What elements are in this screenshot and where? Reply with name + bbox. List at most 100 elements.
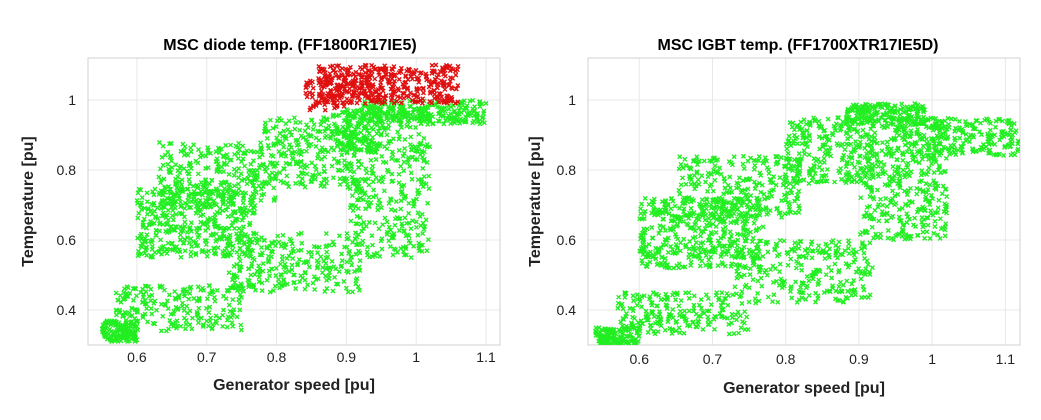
- data-point: [845, 142, 851, 148]
- data-point: [866, 136, 872, 142]
- data-point: [654, 262, 660, 268]
- data-point: [802, 151, 808, 157]
- data-point: [400, 81, 406, 87]
- data-point: [680, 175, 686, 181]
- data-point: [756, 154, 762, 159]
- data-point: [386, 107, 392, 113]
- data-point: [735, 250, 741, 256]
- data-point: [325, 90, 331, 96]
- data-point: [674, 223, 680, 229]
- data-point: [448, 111, 454, 117]
- data-point: [742, 309, 748, 315]
- data-point: [662, 255, 668, 261]
- data-point: [416, 105, 422, 111]
- data-point: [683, 181, 689, 187]
- data-point: [276, 276, 282, 282]
- data-point: [869, 189, 875, 195]
- data-point: [425, 112, 431, 118]
- data-point: [215, 245, 221, 251]
- data-point: [427, 116, 433, 122]
- data-point: [928, 208, 934, 214]
- data-point: [406, 238, 412, 244]
- data-point: [142, 250, 148, 256]
- data-point: [241, 176, 247, 182]
- data-point: [718, 302, 724, 308]
- data-point: [712, 177, 718, 183]
- data-point: [318, 254, 324, 260]
- data-point: [158, 237, 164, 243]
- data-point: [270, 125, 276, 131]
- data-point: [207, 196, 213, 202]
- data-point: [408, 134, 414, 140]
- data-point: [396, 111, 402, 117]
- data-point: [426, 186, 432, 192]
- data-point: [372, 66, 378, 72]
- data-point: [923, 181, 929, 187]
- data-point: [330, 94, 336, 100]
- data-point: [258, 245, 264, 251]
- data-point: [897, 218, 903, 224]
- data-point: [158, 247, 164, 253]
- data-point: [350, 289, 356, 295]
- data-point: [404, 86, 410, 92]
- data-point: [867, 163, 873, 169]
- data-point: [382, 74, 388, 80]
- data-point: [182, 205, 188, 211]
- data-point: [368, 200, 374, 206]
- data-point: [827, 246, 833, 252]
- data-point: [902, 201, 908, 207]
- data-point: [713, 223, 719, 229]
- data-point: [463, 119, 469, 125]
- data-point: [425, 237, 431, 243]
- data-point: [795, 192, 801, 198]
- data-point: [759, 182, 765, 188]
- data-point: [266, 259, 272, 265]
- data-point: [686, 246, 692, 252]
- data-point: [756, 248, 762, 254]
- data-point: [258, 197, 264, 203]
- data-point: [826, 137, 832, 143]
- data-point: [924, 215, 930, 221]
- data-point: [438, 106, 444, 112]
- data-point: [918, 207, 924, 213]
- data-point: [785, 262, 791, 268]
- data-point: [784, 249, 790, 255]
- data-point: [323, 82, 329, 88]
- data-point: [753, 300, 759, 306]
- data-point: [870, 172, 876, 178]
- data-point: [366, 204, 372, 210]
- data-point: [731, 154, 737, 160]
- data-point: [286, 253, 292, 259]
- data-point: [408, 170, 414, 176]
- data-point: [293, 160, 299, 166]
- data-point: [775, 299, 781, 305]
- data-point: [644, 226, 650, 232]
- data-point: [287, 161, 293, 167]
- data-point: [187, 160, 193, 166]
- data-point: [237, 258, 243, 264]
- data-point: [438, 78, 444, 84]
- data-point: [148, 208, 154, 214]
- data-point: [669, 331, 675, 337]
- data-point: [237, 307, 243, 313]
- data-point: [821, 290, 827, 296]
- data-point: [622, 290, 628, 296]
- data-point: [942, 206, 948, 212]
- data-point: [670, 292, 676, 298]
- data-point: [231, 210, 237, 216]
- data-point: [848, 134, 854, 140]
- data-point: [867, 155, 873, 161]
- data-point: [260, 261, 266, 267]
- data-point: [682, 308, 688, 314]
- data-point: [665, 249, 671, 255]
- data-point: [127, 310, 132, 316]
- data-point: [399, 104, 405, 110]
- data-point: [166, 166, 172, 172]
- data-point: [198, 188, 204, 194]
- data-point: [793, 279, 799, 285]
- data-point: [221, 154, 227, 160]
- data-point: [373, 193, 379, 199]
- data-point: [226, 171, 232, 177]
- data-point: [167, 195, 173, 201]
